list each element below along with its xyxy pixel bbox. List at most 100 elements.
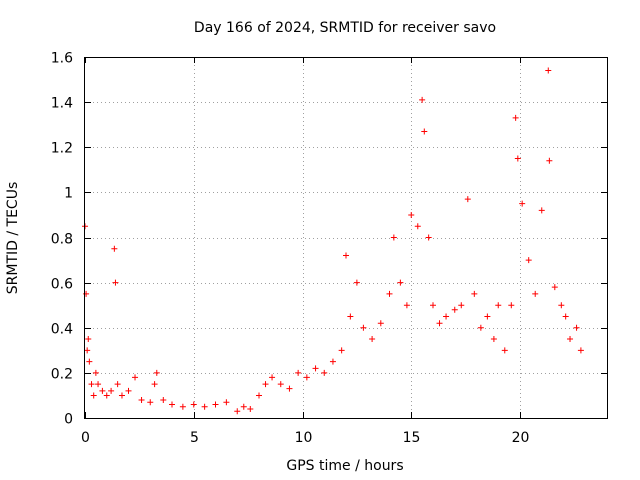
data-point bbox=[114, 381, 121, 388]
data-point bbox=[262, 381, 269, 388]
y-tick-label: 0.4 bbox=[51, 322, 73, 338]
data-point bbox=[532, 290, 539, 297]
data-point bbox=[451, 306, 458, 313]
grid bbox=[85, 57, 607, 418]
data-point bbox=[132, 374, 139, 381]
data-point bbox=[312, 365, 319, 372]
data-point bbox=[545, 67, 552, 74]
data-point bbox=[390, 234, 397, 241]
data-point bbox=[397, 279, 404, 286]
data-point bbox=[103, 392, 110, 399]
data-point bbox=[573, 324, 580, 331]
data-point bbox=[234, 408, 241, 415]
data-point bbox=[477, 324, 484, 331]
data-point bbox=[343, 252, 349, 259]
y-tick-label: 0.6 bbox=[51, 277, 73, 293]
data-point bbox=[567, 336, 574, 343]
y-tick-label: 0.2 bbox=[51, 367, 73, 383]
data-point bbox=[201, 403, 208, 410]
data-point bbox=[118, 392, 125, 399]
data-point bbox=[111, 245, 118, 252]
y-tick-label: 0 bbox=[64, 412, 73, 428]
data-point bbox=[353, 279, 360, 286]
data-point bbox=[190, 401, 197, 408]
y-tick-label: 0.8 bbox=[51, 232, 73, 248]
data-point bbox=[256, 392, 262, 399]
data-point bbox=[169, 401, 175, 408]
data-point bbox=[329, 358, 336, 365]
y-tick-label: 1.4 bbox=[51, 96, 73, 112]
data-point bbox=[179, 403, 186, 410]
y-axis-label: SRMTID / TECUs bbox=[5, 182, 21, 295]
data-point bbox=[508, 302, 515, 309]
x-tick-label: 15 bbox=[403, 430, 421, 446]
y-tick-label: 1.2 bbox=[51, 141, 73, 157]
data-point bbox=[360, 324, 367, 331]
data-point bbox=[403, 302, 410, 309]
data-point bbox=[160, 396, 167, 403]
data-point bbox=[247, 405, 254, 412]
data-point bbox=[90, 392, 97, 399]
data-point bbox=[321, 369, 328, 376]
data-point bbox=[512, 114, 519, 121]
data-point bbox=[138, 396, 145, 403]
plot-frame bbox=[84, 57, 608, 419]
data-point bbox=[443, 313, 450, 320]
data-point bbox=[108, 387, 115, 394]
x-tick-labels: 0 5 10 15 20 bbox=[81, 430, 529, 446]
data-point bbox=[223, 399, 230, 406]
data-point bbox=[490, 336, 497, 343]
data-point bbox=[95, 381, 102, 388]
x-tick-label: 0 bbox=[81, 430, 90, 446]
data-point bbox=[464, 196, 471, 203]
data-point bbox=[421, 128, 428, 135]
data-point bbox=[92, 369, 99, 376]
y-tick-labels: 0 0.2 0.4 0.6 0.8 1 1.2 1.4 1.6 bbox=[51, 51, 73, 428]
data-point bbox=[414, 223, 421, 230]
data-point bbox=[151, 381, 158, 388]
data-point bbox=[436, 320, 443, 327]
data-point bbox=[212, 401, 219, 408]
data-point bbox=[240, 403, 247, 410]
data-point bbox=[286, 385, 293, 392]
data-point bbox=[269, 374, 276, 381]
data-point bbox=[551, 284, 558, 291]
data-point bbox=[99, 387, 106, 394]
data-point bbox=[386, 290, 393, 297]
data-point bbox=[125, 387, 132, 394]
data-point bbox=[408, 211, 415, 218]
data-point bbox=[88, 381, 95, 388]
data-point bbox=[86, 358, 93, 365]
data-point bbox=[347, 313, 354, 320]
data-point bbox=[577, 347, 584, 354]
data-point bbox=[153, 369, 160, 376]
data-point bbox=[112, 279, 119, 286]
data-point bbox=[84, 347, 91, 354]
y-tick-label: 1.6 bbox=[51, 51, 73, 67]
data-point bbox=[546, 157, 553, 164]
x-tick-label: 5 bbox=[190, 430, 199, 446]
data-point bbox=[501, 347, 508, 354]
y-tick-label: 1 bbox=[64, 186, 73, 202]
data-point bbox=[514, 155, 521, 162]
data-point bbox=[484, 313, 491, 320]
x-tick-label: 20 bbox=[512, 430, 530, 446]
data-point bbox=[538, 207, 545, 214]
data-point bbox=[147, 399, 154, 406]
data-point bbox=[85, 336, 92, 343]
data-point bbox=[495, 302, 502, 309]
data-point bbox=[83, 290, 90, 297]
data-point bbox=[519, 200, 526, 207]
data-point bbox=[425, 234, 432, 241]
data-point bbox=[277, 381, 284, 388]
data-point bbox=[458, 302, 465, 309]
data-point bbox=[295, 369, 302, 376]
data-point bbox=[430, 302, 436, 309]
data-point bbox=[471, 290, 478, 297]
data-point bbox=[369, 336, 376, 343]
data-point bbox=[525, 257, 532, 264]
x-axis-label: GPS time / hours bbox=[286, 458, 403, 474]
data-point bbox=[558, 302, 565, 309]
data-point bbox=[377, 320, 384, 327]
